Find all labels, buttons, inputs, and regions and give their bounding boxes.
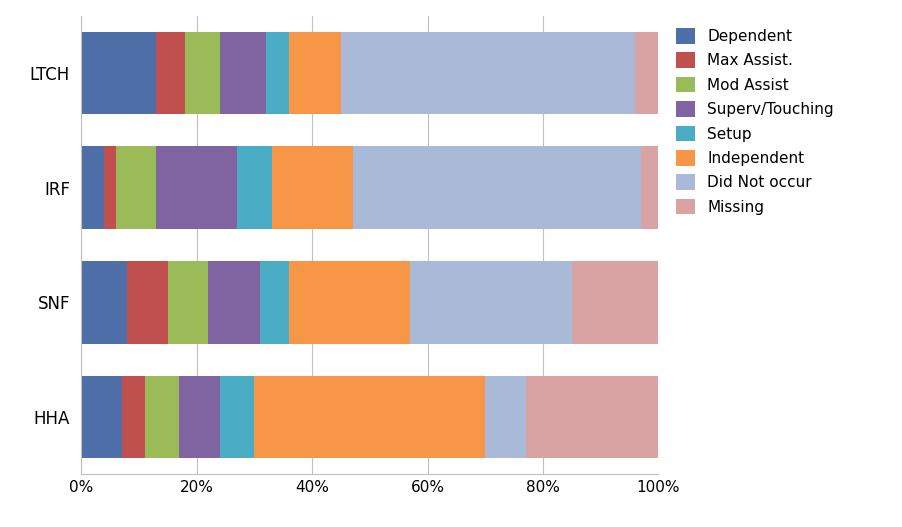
Bar [156,147,237,229]
Bar [81,147,105,229]
Bar [410,261,572,344]
Bar [105,147,115,229]
Bar [81,261,127,344]
Bar [526,376,658,458]
Bar [220,376,254,458]
Bar [179,376,220,458]
Bar [572,261,658,344]
Bar [144,376,179,458]
Bar [122,376,144,458]
Bar [641,147,658,229]
Bar [289,32,341,114]
Bar [208,261,260,344]
Bar [289,261,410,344]
Bar [485,376,526,458]
Bar [115,147,156,229]
Bar [266,32,289,114]
Bar [272,147,353,229]
Bar [127,261,168,344]
Bar [237,147,272,229]
Bar [220,32,266,114]
Bar [260,261,289,344]
Bar [185,32,220,114]
Bar [635,32,658,114]
Bar [168,261,208,344]
Bar [156,32,185,114]
Bar [81,376,122,458]
Bar [81,32,156,114]
Legend: Dependent, Max Assist., Mod Assist, Superv/Touching, Setup, Independent, Did Not: Dependent, Max Assist., Mod Assist, Supe… [672,23,838,219]
Bar [254,376,485,458]
Bar [341,32,635,114]
Bar [353,147,641,229]
